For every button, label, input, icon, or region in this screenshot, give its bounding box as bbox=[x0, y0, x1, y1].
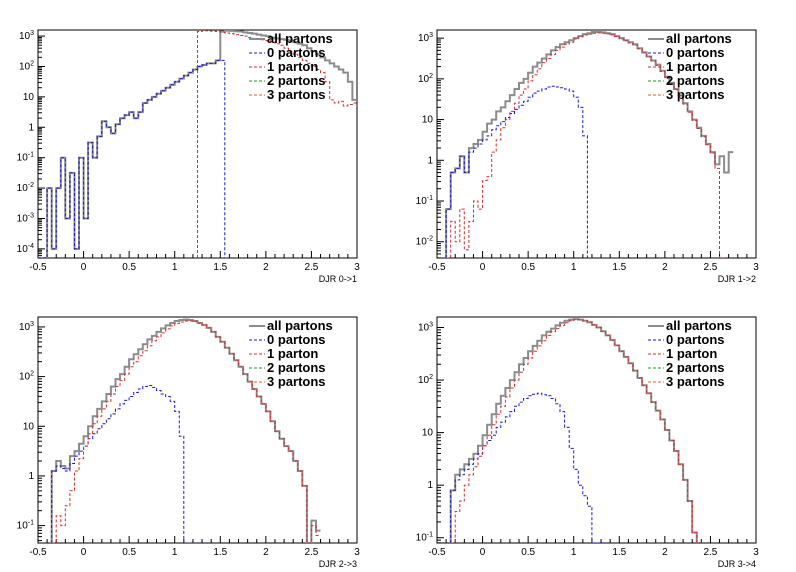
x-axis-label: DJR 2->3 bbox=[319, 559, 357, 569]
x-tick-label: 0.5 bbox=[122, 262, 136, 273]
legend-entry: 0 partons bbox=[267, 332, 326, 347]
y-tick-label: 1 bbox=[28, 122, 34, 133]
legend-entry: 1 parton bbox=[666, 59, 717, 74]
chart-panel-2: -0.5 0 0.5 1 1.5 2 2.5 3 10-2 10-1 1 10 102 103 DJR 1-… bbox=[416, 29, 759, 284]
y-tick-label: 103 bbox=[19, 30, 34, 42]
x-tick-label: 1 bbox=[571, 547, 577, 558]
series-line-p1 bbox=[51, 320, 321, 543]
x-tick-label: -0.5 bbox=[29, 547, 47, 558]
y-tick-label: 10 bbox=[23, 421, 35, 432]
x-tick-label: 2 bbox=[662, 262, 668, 273]
x-tick-label: 1.5 bbox=[612, 547, 626, 558]
legend-entry: 3 partons bbox=[666, 374, 725, 389]
x-tick-label: 2.5 bbox=[703, 547, 717, 558]
chart-panel-4: -0.5 0 0.5 1 1.5 2 2.5 3 10-1 1 10 102 103 DJR 3->4 al… bbox=[416, 316, 759, 569]
y-tick-label: 1 bbox=[427, 155, 433, 166]
plot-frame bbox=[37, 316, 358, 544]
y-tick-label: 10-1 bbox=[17, 152, 34, 164]
y-tick-label: 102 bbox=[418, 73, 433, 85]
y-tick-label: 10-1 bbox=[416, 195, 433, 207]
x-tick-label: 2.5 bbox=[304, 547, 318, 558]
x-tick-label: 1.5 bbox=[213, 547, 227, 558]
legend-entry: 0 partons bbox=[666, 45, 725, 60]
x-tick-label: -0.5 bbox=[428, 547, 446, 558]
x-tick-label: 0 bbox=[81, 262, 87, 273]
plot-frame bbox=[436, 29, 757, 259]
x-tick-label: 1 bbox=[172, 262, 178, 273]
legend-entry: all partons bbox=[267, 31, 333, 46]
x-tick-label: 3 bbox=[354, 547, 360, 558]
y-tick-label: 103 bbox=[418, 322, 433, 334]
x-tick-label: 1 bbox=[172, 547, 178, 558]
x-axis-label: DJR 3->4 bbox=[718, 559, 756, 569]
y-tick-label: 10 bbox=[422, 428, 434, 439]
x-tick-label: 0.5 bbox=[521, 262, 535, 273]
series-line-all bbox=[449, 318, 702, 543]
x-axis-label: DJR 1->2 bbox=[718, 274, 756, 284]
legend-entry: 1 parton bbox=[666, 346, 717, 361]
x-tick-label: 2 bbox=[263, 547, 269, 558]
y-tick-label: 102 bbox=[19, 371, 34, 383]
x-tick-label: 0 bbox=[480, 547, 486, 558]
x-tick-label: 2 bbox=[662, 547, 668, 558]
x-tick-label: 0.5 bbox=[521, 547, 535, 558]
x-tick-label: 3 bbox=[354, 262, 360, 273]
x-tick-label: 0 bbox=[81, 547, 87, 558]
legend-entry: 2 partons bbox=[666, 360, 725, 375]
x-tick-label: 1 bbox=[571, 262, 577, 273]
legend-entry: 3 partons bbox=[666, 87, 725, 102]
series-line-p1 bbox=[446, 32, 725, 258]
y-tick-label: 10 bbox=[422, 115, 434, 126]
y-tick-label: 103 bbox=[418, 32, 433, 44]
legend-entry: 2 partons bbox=[666, 73, 725, 88]
x-tick-label: 0 bbox=[480, 262, 486, 273]
series-line-p0 bbox=[51, 385, 193, 543]
legend-entry: 1 parton bbox=[267, 59, 318, 74]
x-tick-label: 1.5 bbox=[612, 262, 626, 273]
y-tick-label: 10-2 bbox=[17, 182, 34, 194]
y-tick-label: 10-4 bbox=[17, 243, 34, 255]
legend-entry: 0 partons bbox=[666, 332, 725, 347]
series-line-all bbox=[445, 31, 734, 258]
legend-entry: 3 partons bbox=[267, 87, 326, 102]
y-tick-label: 10 bbox=[23, 92, 35, 103]
x-tick-label: 0.5 bbox=[122, 547, 136, 558]
series-line-p1 bbox=[197, 30, 357, 258]
y-tick-label: 10-1 bbox=[416, 532, 433, 544]
x-axis-label: DJR 0->1 bbox=[319, 274, 357, 284]
legend-entry: 2 partons bbox=[267, 360, 326, 375]
y-tick-label: 1 bbox=[28, 471, 34, 482]
legend-entry: all partons bbox=[666, 31, 732, 46]
legend-entry: 3 partons bbox=[267, 374, 326, 389]
x-tick-label: -0.5 bbox=[29, 262, 47, 273]
y-tick-label: 10-3 bbox=[17, 212, 34, 224]
x-tick-label: 2.5 bbox=[703, 262, 717, 273]
x-tick-label: 2 bbox=[263, 262, 269, 273]
x-tick-label: -0.5 bbox=[428, 262, 446, 273]
legend-entry: all partons bbox=[267, 318, 333, 333]
y-tick-label: 1 bbox=[427, 480, 433, 491]
legend-entry: all partons bbox=[666, 318, 732, 333]
x-tick-label: 3 bbox=[753, 262, 759, 273]
y-tick-label: 102 bbox=[418, 374, 433, 386]
y-tick-label: 10-1 bbox=[17, 520, 34, 532]
chart-panel-1: -0.5 0 0.5 1 1.5 2 2.5 3 10-4 10-3 10-2 10-1 1 10 102 1… bbox=[17, 29, 360, 284]
chart-panel-3: -0.5 0 0.5 1 1.5 2 2.5 3 10-1 1 10 102 103 DJR 2->3 al… bbox=[17, 316, 360, 569]
series-line-p0 bbox=[445, 85, 592, 258]
series-line-p0 bbox=[450, 392, 602, 543]
legend-entry: 0 partons bbox=[267, 45, 326, 60]
legend-entry: 1 parton bbox=[267, 346, 318, 361]
x-tick-label: 2.5 bbox=[304, 262, 318, 273]
legend-entry: 2 partons bbox=[267, 73, 326, 88]
series-line-p0 bbox=[38, 59, 230, 258]
y-tick-label: 103 bbox=[19, 321, 34, 333]
series-line-p1 bbox=[450, 319, 702, 543]
y-tick-label: 10-2 bbox=[416, 236, 433, 248]
series-line-all bbox=[50, 318, 321, 543]
x-tick-label: 1.5 bbox=[213, 262, 227, 273]
x-tick-label: 3 bbox=[753, 547, 759, 558]
y-tick-label: 102 bbox=[19, 60, 34, 72]
